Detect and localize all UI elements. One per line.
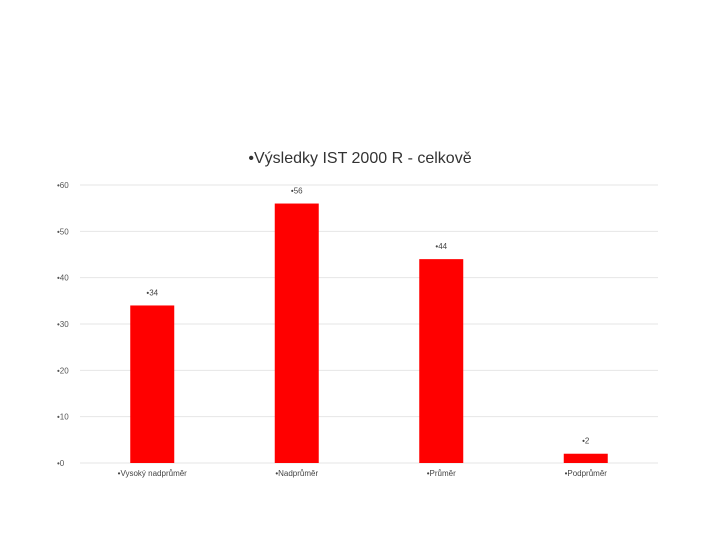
data-label: •34 [146,288,158,297]
y-tick-label: •10 [57,413,69,422]
x-category-label: •Vysoký nadprůměr [118,469,188,478]
data-label: •56 [291,187,303,196]
x-category-label: •Nadprůměr [275,469,318,478]
x-category-label: •Průměr [427,469,456,478]
y-tick-label: •20 [57,366,69,375]
bar [274,203,319,464]
y-tick-label: •60 [57,181,69,190]
chart-title: •Výsledky IST 2000 R - celkově [248,150,472,167]
y-tick-label: •30 [57,320,69,329]
y-tick-label: •50 [57,227,69,236]
y-tick-label: •0 [57,459,65,468]
y-tick-label: •40 [57,274,69,283]
data-label: •2 [582,437,590,446]
bar [130,305,175,463]
data-label: •44 [435,242,447,251]
x-category-label: •Podprůměr [565,469,608,478]
bar [563,453,608,463]
bar [419,259,464,463]
